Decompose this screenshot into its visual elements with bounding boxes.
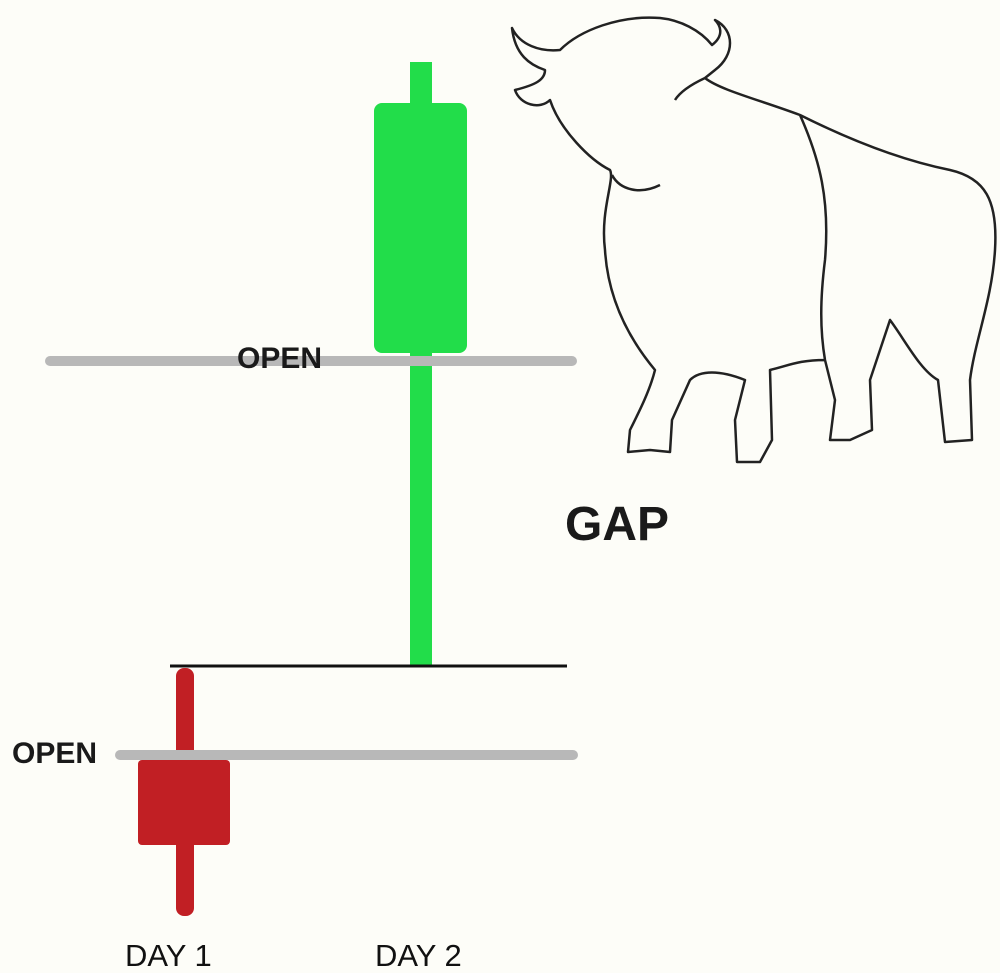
- day2-open-label: OPEN: [237, 342, 322, 375]
- day1-open-label: OPEN: [12, 737, 97, 770]
- day1-body: [138, 760, 230, 845]
- day2-body: [374, 103, 467, 353]
- day1-label: DAY 1: [125, 938, 212, 973]
- gap-label: GAP: [565, 498, 669, 551]
- day2-label: DAY 2: [375, 938, 462, 973]
- bull-outline: [510, 16, 997, 464]
